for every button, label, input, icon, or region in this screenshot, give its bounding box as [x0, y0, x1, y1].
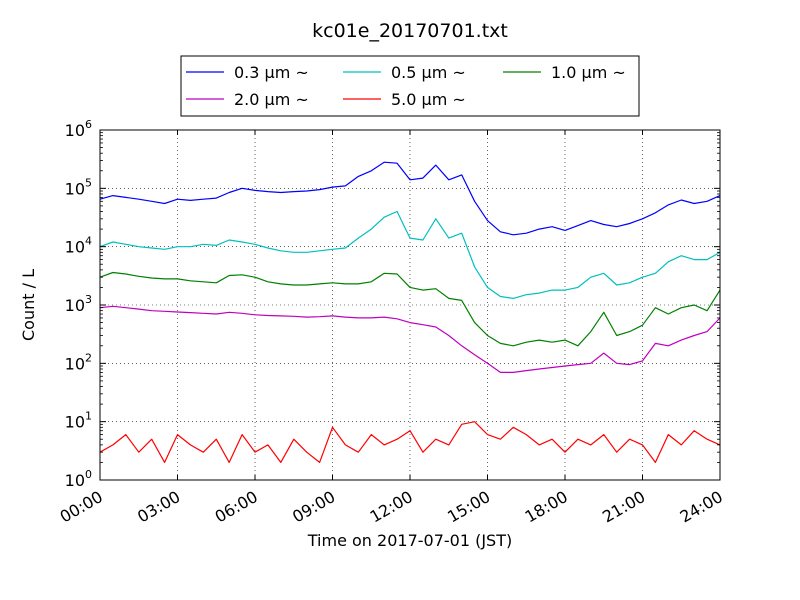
- y-tick-label: 105: [65, 176, 92, 198]
- legend: 0.3 μm ~ 0.5 μm ~ 1.0 μm ~ 2.0 μm ~ 5.0 μm ~: [180, 55, 640, 117]
- legend-box: [180, 55, 640, 117]
- legend-label-3: 1.0 μm ~: [551, 63, 626, 82]
- x-axis-label: Time on 2017-07-01 (JST): [307, 531, 512, 550]
- series-line-1: [99, 161, 721, 236]
- series-line-3: [99, 271, 721, 347]
- series-line-2: [99, 210, 721, 299]
- legend-label-5: 5.0 μm ~: [391, 90, 466, 109]
- series-layer: [99, 161, 721, 463]
- y-tick-label: 104: [65, 235, 92, 257]
- y-tick-label: 106: [65, 118, 92, 140]
- y-tick-label: 100: [65, 468, 92, 490]
- series-line-4: [99, 305, 721, 373]
- legend-label-4: 2.0 μm ~: [234, 90, 309, 109]
- y-axis-label: Count / L: [19, 269, 38, 341]
- legend-label-1: 0.3 μm ~: [234, 63, 309, 82]
- y-axis-ticks: 100 101 102 103 104 105 106: [65, 118, 720, 490]
- y-tick-label: 101: [65, 410, 92, 432]
- legend-label-2: 0.5 μm ~: [391, 63, 466, 82]
- series-line-5: [99, 421, 721, 463]
- chart-title: kc01e_20170701.txt: [312, 20, 508, 42]
- y-tick-label: 103: [65, 293, 92, 315]
- y-tick-label: 102: [65, 351, 92, 373]
